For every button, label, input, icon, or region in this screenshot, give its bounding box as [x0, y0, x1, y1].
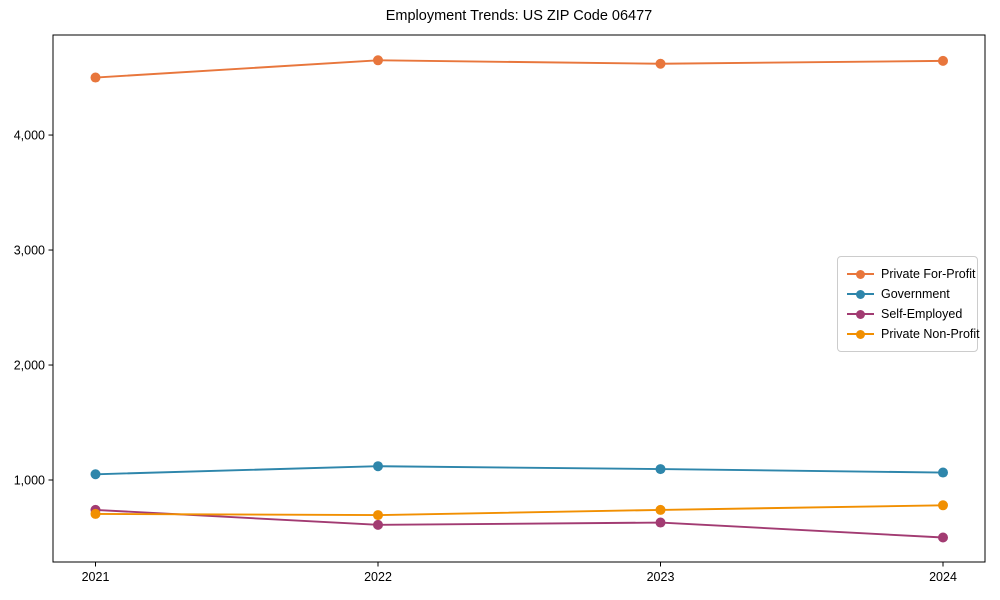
series-private-for-profit: [90, 55, 948, 83]
legend-marker-icon: [847, 309, 874, 319]
legend-label: Private Non-Profit: [881, 327, 980, 341]
data-point-marker: [655, 504, 666, 515]
legend-item: Private For-Profit: [847, 264, 975, 284]
data-point-marker: [90, 508, 101, 519]
series-line: [94, 504, 944, 517]
data-point-marker: [938, 500, 948, 511]
data-point-marker: [938, 532, 948, 543]
legend-marker-icon: [847, 329, 874, 339]
legend-label: Self-Employed: [881, 307, 963, 321]
series-line: [94, 465, 944, 476]
legend: Private For-Profit Government Self-Employe…: [837, 256, 980, 352]
data-point-marker: [938, 55, 948, 66]
y-tick-label: 4,000: [14, 129, 45, 143]
x-axis: 2021 2022 2023 2024: [82, 562, 957, 584]
data-point-marker: [655, 464, 666, 475]
data-point-marker: [373, 461, 383, 472]
data-point-marker: [938, 467, 948, 478]
y-tick-label: 1,000: [14, 474, 45, 488]
series-line: [94, 508, 944, 539]
axes-frame: [52, 34, 986, 563]
legend-label: Government: [881, 287, 950, 301]
legend-item: Government: [847, 284, 968, 304]
series-self-employed: [90, 504, 948, 543]
series-private-non-profit: [90, 500, 948, 521]
data-point-marker: [655, 58, 666, 69]
x-tick-label: 2022: [364, 570, 392, 584]
legend-label: Private For-Profit: [881, 267, 976, 281]
data-point-marker: [655, 517, 666, 528]
x-tick-label: 2024: [929, 570, 957, 584]
y-tick-label: 2,000: [14, 359, 45, 373]
legend-marker-icon: [847, 269, 874, 279]
y-tick-label: 3,000: [14, 244, 45, 258]
data-point-marker: [373, 510, 383, 521]
chart-title: Employment Trends: US ZIP Code 06477: [385, 8, 653, 24]
x-tick-label: 2023: [647, 570, 675, 584]
x-tick-label: 2021: [82, 570, 110, 584]
data-point-marker: [373, 55, 383, 66]
data-point-marker: [90, 72, 101, 83]
data-point-marker: [90, 469, 101, 480]
legend-item: Private Non-Profit: [847, 324, 980, 344]
series-line: [94, 59, 944, 79]
legend-marker-icon: [847, 289, 874, 299]
series-government: [90, 461, 948, 480]
data-point-marker: [373, 519, 383, 530]
y-axis: 1,000 2,000 3,000 4,000: [14, 129, 53, 488]
legend-item: Self-Employed: [847, 304, 968, 324]
